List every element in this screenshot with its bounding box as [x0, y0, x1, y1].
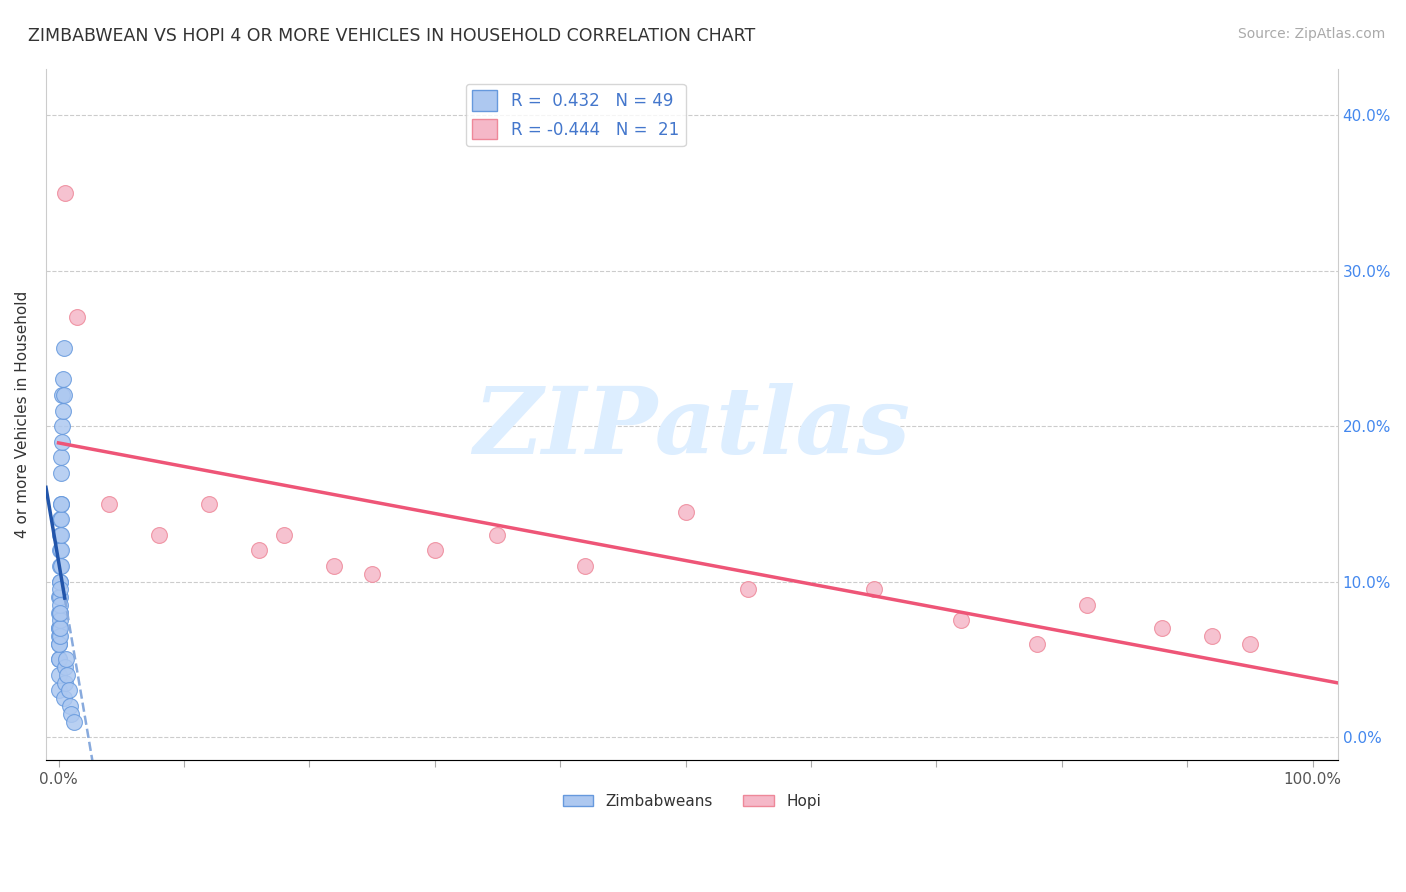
Text: Source: ZipAtlas.com: Source: ZipAtlas.com	[1237, 27, 1385, 41]
Text: ZIPatlas: ZIPatlas	[474, 384, 910, 474]
Point	[48, 606, 70, 620]
Point	[48, 652, 70, 666]
Point	[49, 528, 72, 542]
Point	[49, 543, 72, 558]
Point	[48, 614, 70, 628]
Point	[48, 652, 70, 666]
Point	[323, 559, 346, 574]
Point	[58, 683, 80, 698]
Point	[862, 582, 884, 597]
Point	[51, 419, 73, 434]
Point	[361, 566, 384, 581]
Point	[51, 450, 73, 465]
Point	[49, 512, 72, 526]
Point	[148, 528, 170, 542]
Point	[1025, 637, 1047, 651]
Point	[49, 543, 72, 558]
Point	[48, 637, 70, 651]
Point	[486, 528, 509, 542]
Point	[273, 528, 295, 542]
Point	[49, 598, 72, 612]
Point	[52, 403, 75, 417]
Point	[675, 505, 697, 519]
Point	[48, 629, 70, 643]
Point	[48, 668, 70, 682]
Point	[48, 590, 70, 604]
Point	[51, 497, 73, 511]
Point	[198, 497, 221, 511]
Point	[97, 497, 120, 511]
Point	[1152, 621, 1174, 635]
Point	[49, 497, 72, 511]
Point	[247, 543, 270, 558]
Point	[574, 559, 596, 574]
Point	[48, 606, 70, 620]
Point	[48, 683, 70, 698]
Point	[423, 543, 446, 558]
Point	[53, 691, 76, 706]
Point	[51, 434, 73, 449]
Point	[49, 574, 72, 589]
Point	[55, 652, 77, 666]
Point	[51, 388, 73, 402]
Point	[48, 621, 70, 635]
Legend: Zimbabweans, Hopi: Zimbabweans, Hopi	[557, 788, 827, 815]
Point	[737, 582, 759, 597]
Point	[49, 629, 72, 643]
Point	[53, 186, 76, 200]
Point	[1201, 629, 1223, 643]
Point	[56, 668, 79, 682]
Point	[49, 559, 72, 574]
Point	[49, 582, 72, 597]
Point	[66, 310, 89, 325]
Point	[59, 698, 82, 713]
Point	[52, 372, 75, 386]
Point	[52, 388, 75, 402]
Point	[49, 512, 72, 526]
Point	[49, 606, 72, 620]
Point	[49, 466, 72, 480]
Text: ZIMBABWEAN VS HOPI 4 OR MORE VEHICLES IN HOUSEHOLD CORRELATION CHART: ZIMBABWEAN VS HOPI 4 OR MORE VEHICLES IN…	[28, 27, 755, 45]
Point	[62, 714, 84, 729]
Point	[49, 590, 72, 604]
Y-axis label: 4 or more Vehicles in Household: 4 or more Vehicles in Household	[15, 291, 30, 538]
Point	[48, 637, 70, 651]
Point	[53, 675, 76, 690]
Point	[950, 614, 973, 628]
Point	[49, 528, 72, 542]
Point	[60, 706, 83, 721]
Point	[49, 559, 72, 574]
Point	[48, 621, 70, 635]
Point	[52, 342, 75, 356]
Point	[55, 660, 77, 674]
Point	[1239, 637, 1261, 651]
Point	[48, 574, 70, 589]
Point	[1076, 598, 1098, 612]
Point	[49, 621, 72, 635]
